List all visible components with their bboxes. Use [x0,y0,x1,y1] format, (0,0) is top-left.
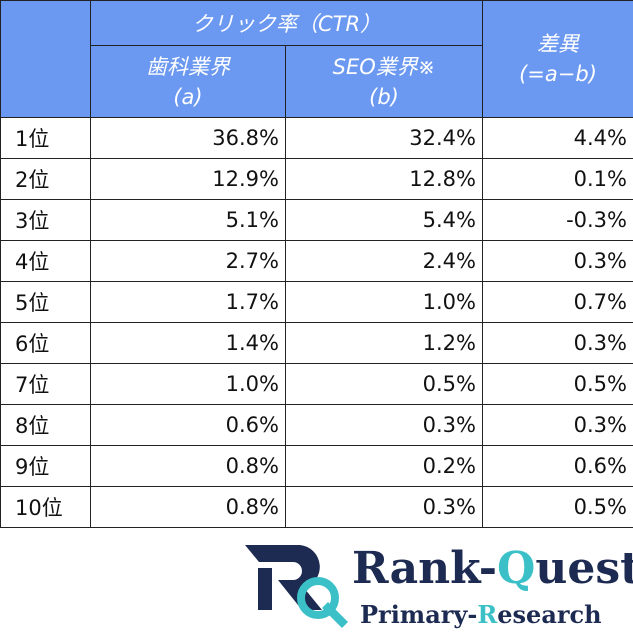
ctr-a-cell: 1.0% [90,363,286,405]
ctr-b-cell: 0.2% [285,445,483,487]
ctr-a-cell: 12.9% [90,158,286,200]
corner-cell [0,0,91,118]
logo-r-stem [258,568,272,610]
diff-cell: 0.7% [482,281,633,323]
diff-cell: 0.5% [482,363,633,405]
diff-cell: 0.3% [482,322,633,364]
rank-cell: 4位 [0,240,91,282]
ctr-b-cell: 32.4% [285,117,483,159]
table-row: 6位 1.4% 1.2% 0.3% [0,322,633,364]
ctr-a-cell: 5.1% [90,199,286,241]
logo-tagline-part: R [477,600,498,629]
ctr-a-cell: 0.6% [90,404,286,446]
rank-cell: 6位 [0,322,91,364]
ctr-b-cell: 1.0% [285,281,483,323]
ctr-a-cell: 0.8% [90,486,286,528]
logo-q [297,577,339,619]
col-a-sub: (a) [173,84,203,109]
ctr-b-cell: 0.3% [285,486,483,528]
logo: Rank-Quest Primary-Research [245,543,633,629]
rank-cell: 8位 [0,404,91,446]
rank-cell: 1位 [0,117,91,159]
logo-tagline: Primary-Research [360,600,602,629]
diff-formula: (=a−b) [519,62,597,86]
rank-cell: 3位 [0,199,91,241]
rank-cell: 5位 [0,281,91,323]
col-b-title: SEO業界※ [332,54,436,79]
logo-tagline-part: Primary- [360,600,477,629]
diff-title: 差異 [537,32,579,56]
diff-cell: 0.3% [482,240,633,282]
group-header: クリック率（CTR） [90,0,483,46]
ctr-b-cell: 0.3% [285,404,483,446]
table-row: 8位 0.6% 0.3% 0.3% [0,404,633,446]
diff-header: 差異 (=a−b) [482,0,633,118]
col-b-sub: (b) [369,84,399,109]
logo-name: Rank-Quest [352,543,633,594]
rank-cell: 2位 [0,158,91,200]
ctr-a-cell: 0.8% [90,445,286,487]
col-a-title: 歯科業界 [146,54,230,79]
ctr-b-cell: 2.4% [285,240,483,282]
table-row: 9位 0.8% 0.2% 0.6% [0,445,633,487]
diff-cell: 0.1% [482,158,633,200]
ctr-table: クリック率（CTR） 差異 (=a−b) 歯科業界 (a) SEO業界※ (b)… [0,0,633,528]
diff-cell: 0.6% [482,445,633,487]
ctr-b-cell: 1.2% [285,322,483,364]
diff-cell: -0.3% [482,199,633,241]
logo-tagline-part: esearch [497,600,601,629]
table-row: 3位 5.1% 5.4% -0.3% [0,199,633,241]
diff-cell: 4.4% [482,117,633,159]
ctr-b-cell: 5.4% [285,199,483,241]
logo-q-tail [322,602,348,628]
rank-cell: 10位 [0,486,91,528]
table-row: 4位 2.7% 2.4% 0.3% [0,240,633,282]
ctr-a-cell: 36.8% [90,117,286,159]
ctr-b-cell: 0.5% [285,363,483,405]
table-row: 5位 1.7% 1.0% 0.7% [0,281,633,323]
logo-r [245,545,322,610]
table-row: 7位 1.0% 0.5% 0.5% [0,363,633,405]
table-body: 1位 36.8% 32.4% 4.4% 2位 12.9% 12.8% 0.1% 3位 5.1% 5.… [0,117,633,528]
diff-cell: 0.5% [482,486,633,528]
ctr-a-cell: 1.4% [90,322,286,364]
logo-name-part: uest [535,543,633,594]
col-b-header: SEO業界※ (b) [285,45,483,118]
ctr-a-cell: 1.7% [90,281,286,323]
table-row: 2位 12.9% 12.8% 0.1% [0,158,633,200]
diff-cell: 0.3% [482,404,633,446]
table-row: 10位 0.8% 0.3% 0.5% [0,486,633,528]
rank-cell: 7位 [0,363,91,405]
ctr-a-cell: 2.7% [90,240,286,282]
logo-name-part: Q [497,543,535,594]
logo-name-part: Rank- [352,543,497,594]
ctr-b-cell: 12.8% [285,158,483,200]
col-a-header: 歯科業界 (a) [90,45,286,118]
table-row: 1位 36.8% 32.4% 4.4% [0,117,633,159]
rank-cell: 9位 [0,445,91,487]
